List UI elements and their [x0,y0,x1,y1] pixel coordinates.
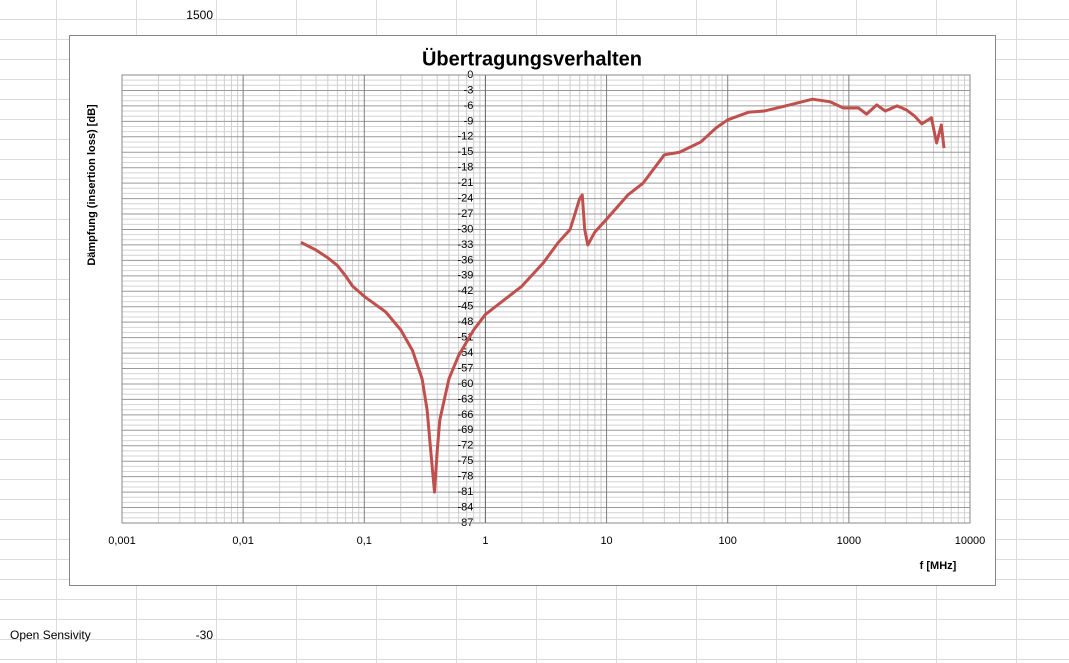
x-tick-label: 1000 [837,535,861,547]
y-tick-label: -66 [458,409,474,421]
y-tick-label: -3 [464,84,474,96]
y-tick-label: -42 [458,285,474,297]
y-axis-title: Dämpfung (insertion loss) [dB] [86,104,98,266]
y-tick-label: -21 [458,177,474,189]
x-tick-label: 0,01 [232,535,253,547]
y-tick-label: -72 [458,440,474,452]
y-tick-label: -12 [458,131,474,143]
x-tick-label: 10000 [955,535,986,547]
cell[interactable]: 1500 [186,8,213,22]
x-tick-label: 1 [482,535,488,547]
y-tick-label: -60 [458,378,474,390]
y-tick-label: -18 [458,162,474,174]
x-axis-title: f [MHz] [920,560,957,572]
y-tick-label: -81 [458,486,474,498]
plot-frame [121,74,971,524]
y-tick-label: -78 [458,471,474,483]
y-tick-label: -6 [464,100,474,112]
y-tick-label: -30 [458,223,474,235]
y-tick-label: -39 [458,270,474,282]
x-tick-label: 0,001 [108,535,136,547]
chart-frame[interactable] [69,35,996,586]
cell[interactable]: -30 [195,628,213,642]
y-tick-label: -48 [458,316,474,328]
y-tick-label: -24 [458,192,474,204]
chart-title: Übertragungsverhalten [422,47,642,70]
x-tick-label: 10 [600,535,612,547]
x-tick-label: 0,1 [357,535,372,547]
y-tick-label: -36 [458,254,474,266]
y-tick-label: -57 [458,362,474,374]
y-tick-label: -69 [458,424,474,436]
y-tick-label: -27 [458,208,474,220]
y-tick-label: -75 [458,455,474,467]
cell[interactable]: Open Sensivity [10,628,91,642]
data-line [300,97,946,494]
y-tick-label: -84 [458,501,474,513]
y-tick-label: -63 [458,393,474,405]
y-tick-label: -15 [458,146,474,158]
x-tick-label: 100 [719,535,737,547]
y-tick-label: -9 [464,115,474,127]
y-tick-label: -33 [458,239,474,251]
y-tick-label: -45 [458,301,474,313]
